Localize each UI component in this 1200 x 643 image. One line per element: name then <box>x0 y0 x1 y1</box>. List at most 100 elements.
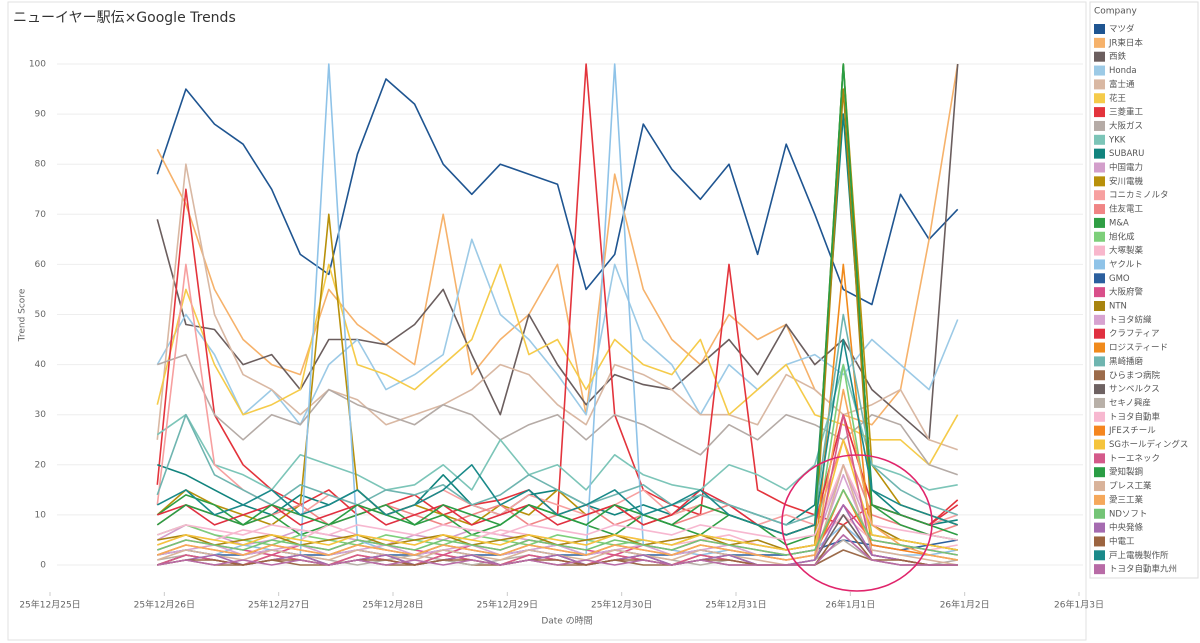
legend-swatch <box>1094 51 1105 62</box>
legend-label: 大阪ガス <box>1109 120 1143 131</box>
sheet-frame <box>7 1 1087 641</box>
legend-swatch <box>1094 217 1105 228</box>
legend-swatch <box>1094 356 1105 367</box>
legend-label: サンベルクス <box>1109 385 1160 395</box>
legend-label: 中国電力 <box>1109 162 1143 173</box>
x-tick-label: 26年1月2日 <box>940 599 990 611</box>
legend-swatch <box>1094 24 1105 34</box>
plot-area: 0 10 20 30 40 50 60 70 80 90 100 25年12月25日 25年12月26日… <box>19 60 1104 611</box>
legend-swatch <box>1094 301 1105 311</box>
y-tick-label: 60 <box>35 260 47 270</box>
legend-swatch <box>1094 120 1105 131</box>
legend-label: セキノ興産 <box>1109 397 1151 408</box>
legend-label: 富士通 <box>1109 79 1135 90</box>
legend-label: NTN <box>1109 302 1127 312</box>
legend-label: Honda <box>1109 66 1137 76</box>
legend-label: 三菱重工 <box>1109 107 1144 118</box>
series-line <box>157 504 958 566</box>
legend-label: JR東日本 <box>1108 37 1143 48</box>
y-tick-label: 70 <box>35 210 47 220</box>
legend-label: 戸上電機製作所 <box>1109 550 1169 561</box>
legend-label: ヤクルト <box>1109 260 1143 270</box>
legend-label: マツダ <box>1109 24 1135 35</box>
series-line <box>156 63 959 441</box>
y-axis-title: Trend Score <box>18 288 28 342</box>
legend-label: クラフティア <box>1109 329 1160 339</box>
x-tick-label: 25年12月25日 <box>19 599 80 611</box>
series-line <box>157 489 958 556</box>
legend-label: 花王 <box>1109 93 1127 104</box>
legend-swatch <box>1094 342 1105 353</box>
legend-swatch <box>1094 148 1105 159</box>
legend-swatch <box>1094 384 1105 395</box>
legend-swatch <box>1094 314 1105 325</box>
legend-label: YKK <box>1108 135 1126 145</box>
y-tick-label: 50 <box>35 310 47 320</box>
legend-swatch <box>1094 536 1105 547</box>
y-tick-label: 100 <box>29 60 46 70</box>
legend-swatch <box>1094 162 1105 173</box>
legend-label: 旭化成 <box>1109 231 1135 242</box>
legend-swatch <box>1094 37 1105 48</box>
legend-swatch <box>1094 411 1105 422</box>
x-tick-label: 26年1月3日 <box>1054 599 1104 611</box>
legend-label: GMO <box>1109 274 1130 284</box>
x-tick-label: 25年12月30日 <box>591 599 652 611</box>
y-tick-label: 30 <box>35 410 47 420</box>
legend-swatch <box>1094 107 1105 118</box>
legend-swatch <box>1094 467 1105 478</box>
legend-label: 大阪府警 <box>1109 287 1144 298</box>
legend-label: 愛知製鋼 <box>1109 467 1143 478</box>
series-line <box>157 534 958 566</box>
legend-panel <box>1089 1 1199 579</box>
legend-label: コニカミノルタ <box>1109 191 1169 201</box>
legend-label: トヨタ紡織 <box>1109 314 1152 325</box>
legend-swatch <box>1094 328 1105 339</box>
legend-swatch <box>1094 453 1105 464</box>
series-line <box>157 413 959 536</box>
y-tick-label: 10 <box>35 510 47 520</box>
legend-label: NDソフト <box>1109 509 1147 519</box>
x-tick-label: 25年12月31日 <box>705 599 766 611</box>
legend-title: Company <box>1094 7 1137 17</box>
legend-label: SUBARU <box>1109 149 1144 159</box>
series-line <box>156 78 959 306</box>
legend-swatch <box>1094 204 1105 215</box>
legend-swatch <box>1094 65 1105 76</box>
legend-label: 中電工 <box>1109 536 1135 547</box>
series-line <box>157 388 958 561</box>
legend-swatch <box>1094 508 1105 519</box>
series-line <box>156 313 958 526</box>
legend-swatch <box>1094 550 1105 561</box>
legend-swatch <box>1094 522 1105 533</box>
legend-swatch <box>1094 176 1105 187</box>
legend-label: M&A <box>1109 218 1129 228</box>
series-line <box>156 338 958 536</box>
legend-label: トヨタ自動車 <box>1109 411 1161 422</box>
legend-swatch <box>1094 190 1105 201</box>
legend-label: ロジスティード <box>1109 343 1168 353</box>
x-tick-label: 26年1月1日 <box>825 599 875 611</box>
x-tick-label: 25年12月27日 <box>248 599 309 611</box>
y-tick-label: 20 <box>35 460 47 470</box>
series-line <box>156 263 959 466</box>
series-line <box>156 363 958 491</box>
x-tick-label: 25年12月29日 <box>477 599 538 611</box>
legend-label: プレス工業 <box>1109 481 1152 492</box>
legend-label: 安川電機 <box>1109 176 1144 187</box>
legend-swatch <box>1094 231 1105 242</box>
legend-label: 西鉄 <box>1109 51 1127 62</box>
y-tick-label: 80 <box>35 160 47 170</box>
legend-label: 中央発條 <box>1109 522 1144 533</box>
legend-swatch <box>1094 259 1105 270</box>
legend-label: 大塚製薬 <box>1109 245 1144 256</box>
y-tick-label: 40 <box>35 360 47 370</box>
legend-swatch <box>1094 245 1105 256</box>
x-tick-label: 25年12月28日 <box>362 599 423 611</box>
legend-swatch <box>1094 93 1105 104</box>
legend-swatch <box>1094 425 1105 436</box>
series-line <box>157 524 958 566</box>
